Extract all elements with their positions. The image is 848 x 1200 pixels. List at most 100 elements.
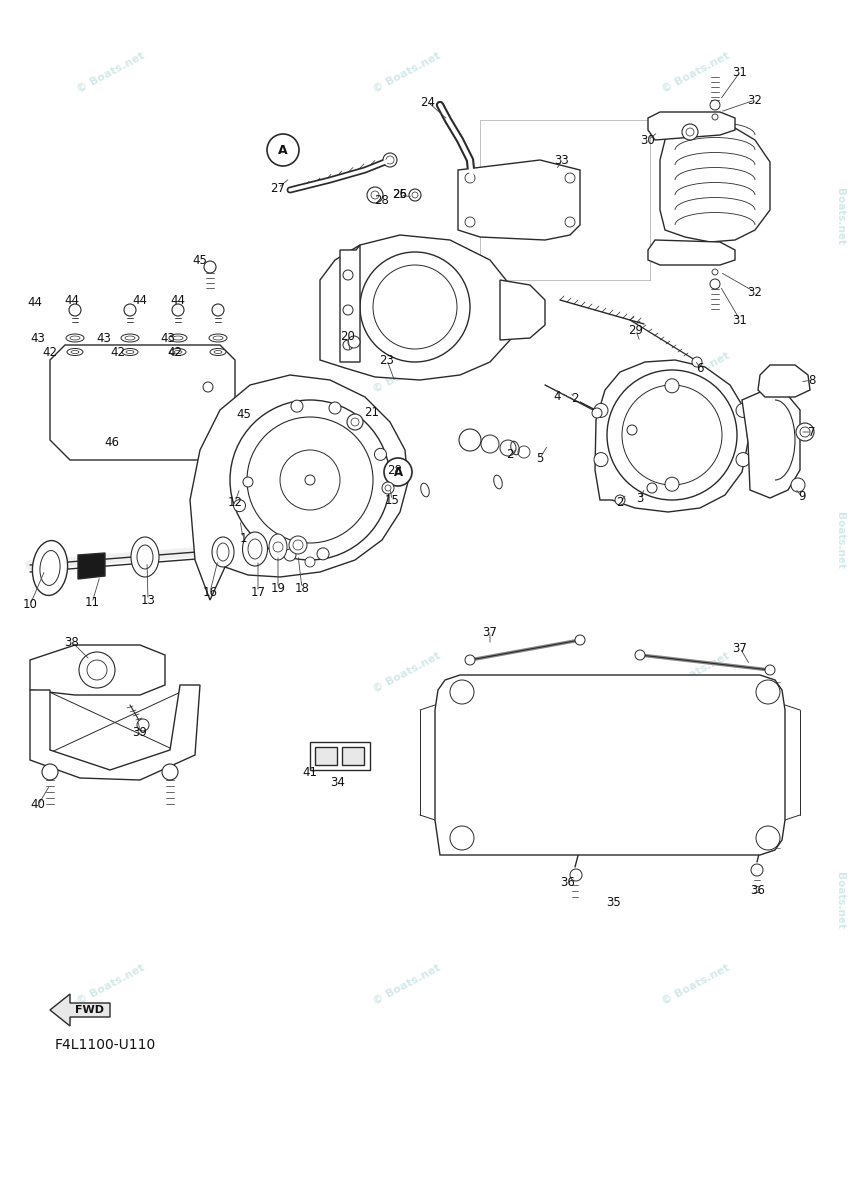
Text: 44: 44 xyxy=(170,294,186,306)
Text: 28: 28 xyxy=(375,193,389,206)
Text: 23: 23 xyxy=(380,354,394,366)
Ellipse shape xyxy=(131,538,159,577)
Polygon shape xyxy=(742,390,800,498)
Text: F4L1100-U110: F4L1100-U110 xyxy=(54,1038,156,1052)
Circle shape xyxy=(79,652,115,688)
Circle shape xyxy=(594,403,608,418)
Text: 37: 37 xyxy=(733,642,747,654)
Text: 37: 37 xyxy=(483,625,498,638)
Circle shape xyxy=(412,192,418,198)
Polygon shape xyxy=(78,553,105,578)
Ellipse shape xyxy=(40,551,60,586)
Ellipse shape xyxy=(210,348,226,355)
Text: 38: 38 xyxy=(64,636,80,648)
Ellipse shape xyxy=(217,542,229,560)
Text: 42: 42 xyxy=(110,346,126,359)
FancyBboxPatch shape xyxy=(310,742,370,770)
Text: 42: 42 xyxy=(42,346,58,359)
Text: 2: 2 xyxy=(616,496,624,509)
Ellipse shape xyxy=(137,545,153,569)
Text: 19: 19 xyxy=(271,582,286,594)
Circle shape xyxy=(384,458,412,486)
Circle shape xyxy=(373,265,457,349)
Text: © Boats.net: © Boats.net xyxy=(75,650,146,694)
Ellipse shape xyxy=(248,539,262,559)
Polygon shape xyxy=(648,112,735,140)
Circle shape xyxy=(343,340,353,350)
Circle shape xyxy=(791,478,805,492)
Text: 34: 34 xyxy=(331,775,345,788)
Text: 29: 29 xyxy=(628,324,644,336)
Circle shape xyxy=(124,304,136,316)
Text: 11: 11 xyxy=(85,596,99,610)
Polygon shape xyxy=(458,160,580,240)
Text: 15: 15 xyxy=(384,493,399,506)
Polygon shape xyxy=(648,240,735,265)
Circle shape xyxy=(280,450,340,510)
Polygon shape xyxy=(50,994,110,1026)
Text: 32: 32 xyxy=(748,286,762,299)
Text: Boats.net: Boats.net xyxy=(835,511,845,569)
Circle shape xyxy=(800,427,810,437)
Text: 20: 20 xyxy=(341,330,355,343)
Text: 26: 26 xyxy=(393,188,408,202)
Ellipse shape xyxy=(421,484,429,497)
Text: 8: 8 xyxy=(808,373,816,386)
Ellipse shape xyxy=(32,540,68,595)
Text: 46: 46 xyxy=(104,436,120,449)
Text: 44: 44 xyxy=(27,295,42,308)
Polygon shape xyxy=(30,685,200,780)
Ellipse shape xyxy=(243,532,267,566)
Text: Boats.net: Boats.net xyxy=(835,187,845,245)
Text: 5: 5 xyxy=(536,451,544,464)
Circle shape xyxy=(575,635,585,646)
Circle shape xyxy=(212,304,224,316)
Polygon shape xyxy=(758,365,810,397)
Text: 9: 9 xyxy=(798,491,806,504)
Circle shape xyxy=(594,452,608,467)
Circle shape xyxy=(289,536,307,554)
Polygon shape xyxy=(30,646,165,695)
Text: 31: 31 xyxy=(733,313,747,326)
Text: 21: 21 xyxy=(365,406,380,419)
Text: 10: 10 xyxy=(23,599,37,612)
Text: 13: 13 xyxy=(141,594,155,606)
Circle shape xyxy=(343,305,353,314)
Text: 35: 35 xyxy=(606,895,622,908)
Circle shape xyxy=(233,499,246,511)
Text: 2: 2 xyxy=(572,391,578,404)
Circle shape xyxy=(382,482,394,494)
Circle shape xyxy=(69,304,81,316)
Circle shape xyxy=(291,400,303,412)
Circle shape xyxy=(712,114,718,120)
Ellipse shape xyxy=(174,350,182,354)
Circle shape xyxy=(665,379,679,392)
Text: 3: 3 xyxy=(636,492,644,504)
Circle shape xyxy=(736,403,750,418)
Circle shape xyxy=(751,864,763,876)
Ellipse shape xyxy=(269,534,287,560)
Circle shape xyxy=(465,217,475,227)
Ellipse shape xyxy=(214,350,222,354)
Circle shape xyxy=(284,550,296,560)
Circle shape xyxy=(592,408,602,418)
Circle shape xyxy=(293,540,303,550)
Text: 4: 4 xyxy=(553,390,561,403)
Text: FWD: FWD xyxy=(75,1006,104,1015)
Circle shape xyxy=(87,660,107,680)
Text: 12: 12 xyxy=(227,496,243,509)
Ellipse shape xyxy=(70,336,80,340)
Text: 30: 30 xyxy=(640,133,656,146)
Circle shape xyxy=(351,418,359,426)
Ellipse shape xyxy=(494,475,502,488)
Text: Boats.net: Boats.net xyxy=(835,871,845,929)
Text: 45: 45 xyxy=(192,253,208,266)
Ellipse shape xyxy=(173,336,183,340)
Polygon shape xyxy=(500,280,545,340)
Circle shape xyxy=(317,548,329,560)
Text: 36: 36 xyxy=(561,876,576,888)
Circle shape xyxy=(273,542,283,552)
Circle shape xyxy=(162,764,178,780)
Text: 18: 18 xyxy=(294,582,310,594)
Circle shape xyxy=(267,134,299,166)
